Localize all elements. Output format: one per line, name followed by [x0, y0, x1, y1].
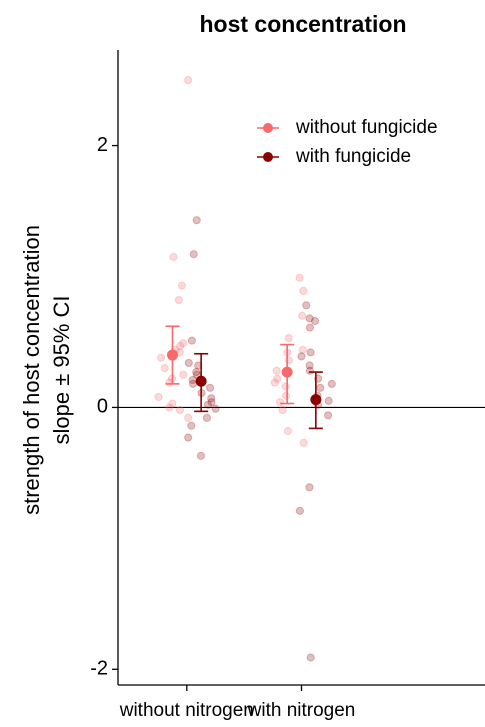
raw-point — [324, 411, 333, 420]
y-tick-label: 0 — [97, 396, 108, 418]
raw-point — [306, 653, 315, 662]
legend-label: without fungicide — [295, 117, 438, 138]
raw-point — [177, 281, 187, 290]
raw-point — [169, 252, 178, 261]
raw-point — [316, 383, 325, 392]
mean-point — [310, 394, 322, 406]
raw-point — [211, 404, 220, 413]
raw-point — [272, 366, 281, 375]
raw-point — [324, 396, 333, 405]
raw-point — [305, 314, 314, 323]
raw-point — [281, 382, 290, 391]
y-axis-label: strength of host concentration — [19, 225, 44, 515]
mean-point — [195, 375, 207, 387]
raw-point — [284, 333, 293, 343]
raw-point — [189, 250, 198, 259]
raw-point — [168, 399, 177, 408]
raw-point — [187, 421, 196, 430]
legend-label: with fungicide — [295, 146, 411, 167]
legend-marker — [263, 123, 273, 133]
raw-point — [165, 403, 174, 412]
raw-point — [310, 316, 320, 326]
raw-point — [207, 394, 216, 403]
raw-point — [270, 378, 279, 387]
raw-point — [179, 339, 188, 348]
raw-point — [175, 405, 185, 415]
raw-point — [179, 370, 188, 379]
raw-point — [192, 367, 201, 377]
x-tick-label: without nitrogen — [119, 700, 254, 721]
raw-point — [299, 286, 308, 296]
raw-point — [160, 364, 169, 373]
legend-marker — [263, 152, 273, 162]
raw-point — [283, 426, 293, 436]
raw-point — [299, 438, 308, 447]
raw-point — [207, 398, 216, 407]
raw-point — [327, 379, 336, 388]
raw-point — [298, 345, 307, 354]
raw-point — [306, 348, 315, 357]
raw-point — [202, 413, 212, 423]
mean-point — [281, 366, 293, 378]
raw-point — [305, 361, 314, 370]
raw-point — [205, 383, 215, 392]
raw-point — [302, 301, 311, 310]
raw-point — [281, 391, 291, 400]
raw-point — [188, 379, 198, 388]
raw-point — [184, 433, 193, 442]
chart-title: host concentration — [199, 11, 406, 37]
raw-point — [298, 311, 307, 320]
raw-point — [184, 413, 193, 423]
raw-point — [176, 341, 185, 350]
raw-point — [196, 451, 206, 460]
raw-point — [295, 273, 304, 282]
raw-point — [184, 76, 193, 85]
raw-point — [305, 323, 315, 332]
raw-point — [297, 352, 306, 361]
x-tick-label: with nitrogen — [247, 700, 356, 721]
raw-point — [174, 295, 183, 305]
raw-point — [203, 400, 213, 409]
raw-point — [156, 353, 166, 362]
raw-point — [273, 374, 282, 383]
y-tick-label: -2 — [90, 658, 108, 680]
raw-point — [278, 405, 287, 415]
raw-point — [275, 398, 285, 407]
raw-point — [154, 392, 163, 402]
raw-point — [295, 506, 304, 515]
raw-point — [305, 366, 315, 375]
raw-point — [187, 336, 196, 345]
y-tick-label: 2 — [97, 134, 108, 156]
mean-point — [166, 349, 178, 361]
y-axis-label: slope ± 95% CI — [49, 295, 74, 444]
raw-point — [184, 358, 193, 368]
raw-point — [192, 216, 201, 225]
raw-point — [305, 483, 314, 492]
